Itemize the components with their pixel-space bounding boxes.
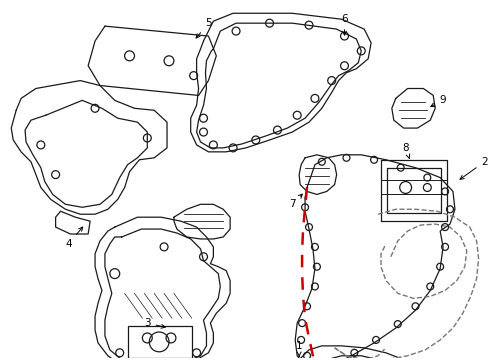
Text: 7: 7 xyxy=(288,194,302,209)
Bar xyxy=(127,326,191,358)
Text: 4: 4 xyxy=(65,227,82,249)
Text: 8: 8 xyxy=(402,143,409,158)
Text: 9: 9 xyxy=(430,95,446,107)
Text: 5: 5 xyxy=(196,18,211,38)
Text: 6: 6 xyxy=(341,14,347,35)
Text: 1: 1 xyxy=(295,341,302,356)
Text: 3: 3 xyxy=(143,318,165,328)
Text: 2: 2 xyxy=(459,157,487,179)
